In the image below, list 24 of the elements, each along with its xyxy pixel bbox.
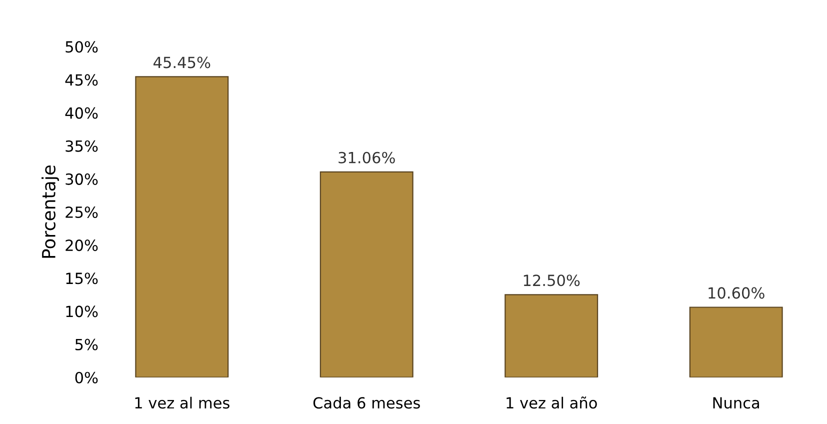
x-tick-label: Cada 6 meses [313, 396, 420, 409]
y-tick-label: 5% [75, 338, 98, 350]
x-tick-label: Nunca [713, 397, 759, 409]
data-label: 31.06% [338, 152, 395, 164]
bar [689, 306, 783, 378]
y-tick-label: 15% [66, 272, 98, 284]
y-tick-label: 0% [75, 372, 98, 384]
bar [504, 294, 598, 378]
y-tick-label: 20% [66, 240, 98, 252]
x-tick-label: 1 vez al mes [135, 396, 230, 409]
y-axis-title: Porcentaje [42, 165, 59, 258]
y-tick-label: 45% [65, 74, 98, 86]
y-tick-label: 30% [66, 173, 98, 185]
y-tick-label: 35% [66, 140, 98, 152]
data-label: 10.60% [708, 287, 764, 299]
y-tick-label: 10% [66, 306, 98, 318]
y-tick-label: 25% [66, 206, 98, 218]
data-label: 45.45% [154, 56, 210, 68]
data-label: 12.50% [524, 274, 580, 286]
y-tick-label: 40% [65, 107, 98, 119]
bar [135, 76, 229, 378]
y-tick-label: 50% [66, 41, 98, 53]
bar [320, 171, 414, 378]
x-tick-label: 1 vez al año [506, 396, 597, 409]
